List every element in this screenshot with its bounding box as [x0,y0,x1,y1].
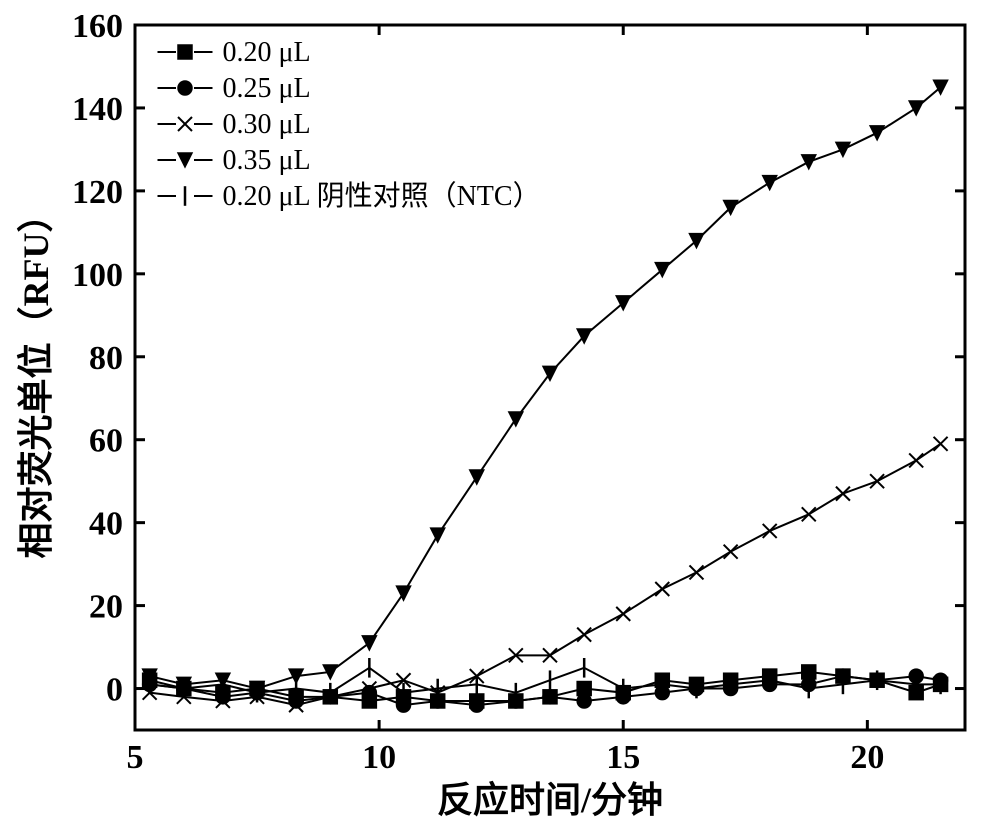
x-tick-label: 20 [850,739,884,776]
x-tick-label: 5 [127,739,144,776]
y-tick-label: 100 [72,257,123,294]
x-tick-label: 10 [362,739,396,776]
x-tick-label: 15 [606,739,640,776]
y-tick-label: 60 [89,423,123,460]
series-2 [143,437,948,712]
y-tick-label: 40 [89,506,123,543]
chart-container: 5 10 15 20 0 20 40 60 80 100 120 140 160 反应时间/分钟 相对荧光单… [0,0,1000,828]
y-tick-label: 140 [72,91,123,128]
legend-label: 0.30 μL [223,109,311,140]
x-axis-label: 反应时间/分钟 [437,780,663,820]
line-chart: 5 10 15 20 0 20 40 60 80 100 120 140 160 反应时间/分钟 相对荧光单… [0,0,1000,828]
y-tick-label: 0 [106,672,123,709]
legend-label: 0.25 μL [223,73,311,104]
legend-label: 0.20 μL [223,37,311,68]
y-tick-label: 120 [72,174,123,211]
legend: 0.20 μL 0.25 μL 0.30 μL 0.35 μL 0.20 μL 阴性对照… [158,37,541,212]
y-tick-label: 160 [72,8,123,45]
y-tick-label: 20 [89,589,123,626]
y-tick-label: 80 [89,340,123,377]
legend-label: 0.35 μL [223,145,311,176]
y-axis-label: 相对荧光单位（RFU） [16,197,56,559]
legend-label: 0.20 μL 阴性对照（NTC） [223,180,541,212]
